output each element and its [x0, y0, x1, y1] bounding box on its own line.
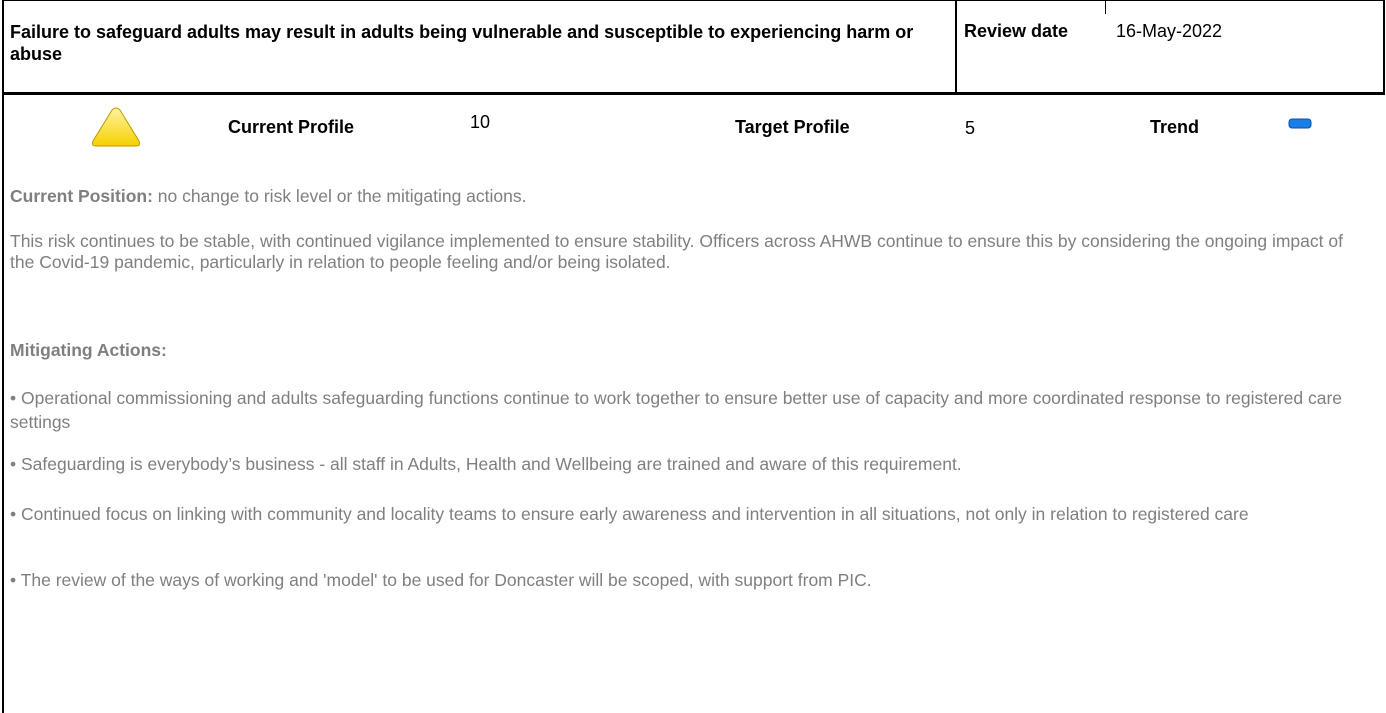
- border-left: [2, 0, 4, 713]
- bullet: • Operational commissioning and adults s…: [10, 388, 1343, 432]
- bullet: • The review of the ways of working and …: [10, 570, 872, 590]
- target-profile-value: 5: [965, 118, 976, 138]
- bullet: • Safeguarding is everybody’s business -…: [10, 454, 962, 474]
- target-profile-label: Target Profile: [735, 117, 850, 137]
- risk-icon: [91, 107, 141, 147]
- header-rule: [2, 92, 1385, 95]
- current-position: Current Position: no change to risk leve…: [10, 186, 526, 207]
- cell-divider: [955, 0, 957, 94]
- paragraph: This risk continues to be stable, with c…: [10, 231, 1343, 272]
- border-top: [2, 0, 1384, 1]
- current-position-label: Current Position:: [10, 186, 153, 206]
- review-date-label: Review date: [964, 21, 1069, 41]
- border-right: [1383, 0, 1385, 94]
- trend-icon: [1288, 118, 1312, 129]
- trend-label: Trend: [1150, 117, 1200, 137]
- review-date: 16-May-2022: [1116, 21, 1223, 41]
- current-profile-value: 10: [470, 112, 491, 132]
- bullet: • Continued focus on linking with commun…: [10, 504, 1249, 524]
- mitigating-label: Mitigating Actions:: [10, 340, 167, 360]
- current-position-text: no change to risk level or the mitigatin…: [157, 186, 527, 206]
- cell-divider: [1105, 0, 1106, 14]
- risk-title: Failure to safeguard adults may result i…: [10, 22, 914, 64]
- current-profile-label: Current Profile: [228, 117, 355, 137]
